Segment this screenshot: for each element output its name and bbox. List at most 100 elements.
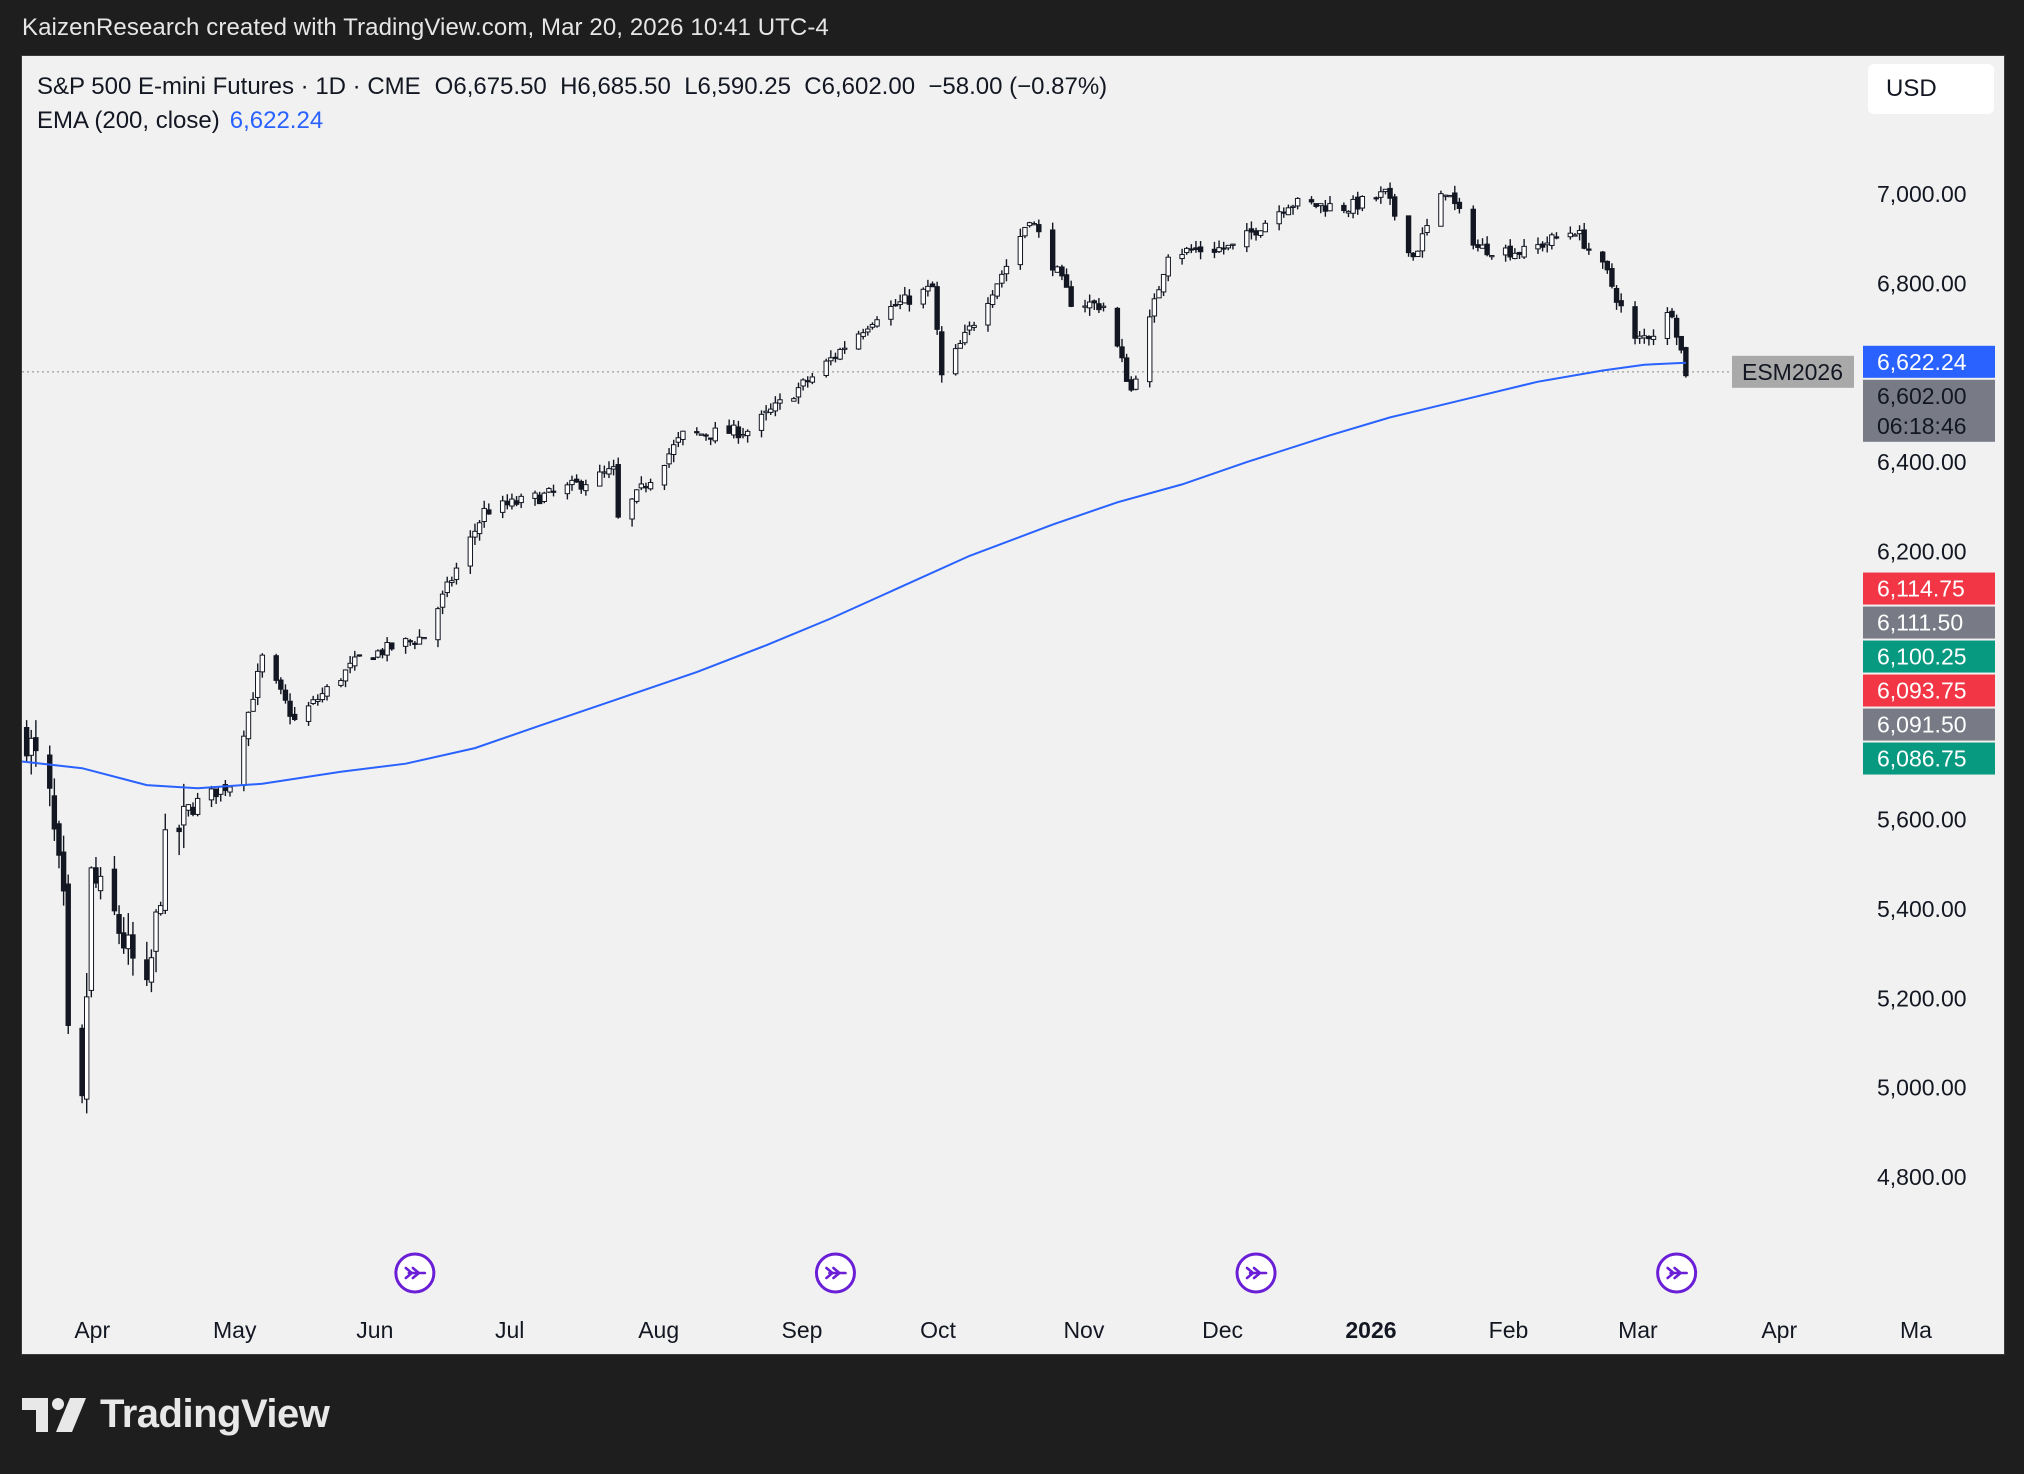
candle-up — [925, 285, 931, 292]
candle-up — [1479, 244, 1486, 249]
candle-up — [245, 711, 252, 740]
candle-up — [1567, 232, 1574, 238]
candle-up — [476, 522, 483, 535]
candle-down — [1373, 197, 1379, 200]
symbol-tag-label: ESM2026 — [1742, 359, 1843, 385]
price-label-text: 6,622.24 — [1877, 349, 1967, 375]
candle-down — [1405, 215, 1412, 254]
candle-down — [703, 434, 709, 437]
event-marker-icon[interactable] — [1235, 1252, 1277, 1294]
price-label-text: 6,100.25 — [1877, 644, 1967, 670]
candle-up — [1225, 244, 1232, 249]
candle-up — [1521, 245, 1527, 258]
x-axis-tick-label: May — [213, 1317, 257, 1343]
candle-up — [902, 294, 908, 304]
candle-down — [1281, 211, 1287, 214]
candle-down — [1604, 260, 1611, 271]
y-axis-tick-label: 7,000.00 — [1877, 181, 1967, 207]
candles — [23, 182, 1689, 1114]
symbol-title[interactable]: S&P 500 E-mini Futures · 1D · CME — [37, 73, 421, 100]
candle-down — [1599, 251, 1606, 263]
candle-down — [1322, 205, 1329, 212]
candle-up — [740, 433, 746, 437]
candle-up — [402, 638, 409, 647]
candle-up — [1549, 234, 1555, 246]
candle-down — [1123, 357, 1130, 382]
candle-down — [1581, 229, 1587, 249]
candle-up — [227, 786, 233, 793]
candle-down — [1059, 266, 1065, 277]
candle-down — [1197, 246, 1204, 253]
candle-down — [370, 657, 376, 661]
candle-down — [1673, 317, 1680, 338]
candle-down — [1248, 228, 1255, 233]
candle-up — [1419, 233, 1426, 252]
ema-legend[interactable]: EMA (200, close) 6,622.24 — [37, 107, 323, 135]
candle-up — [453, 567, 460, 580]
candle-up — [518, 495, 524, 504]
candle-up — [800, 379, 806, 387]
candle-down — [1484, 243, 1490, 256]
tradingview-logo[interactable]: TradingView — [22, 1392, 330, 1437]
candle-down — [213, 788, 219, 798]
candle-down — [726, 425, 732, 434]
candle-down — [79, 1027, 85, 1097]
candle-down — [832, 356, 839, 359]
y-axis-tick-label: 6,400.00 — [1877, 449, 1967, 475]
candle-up — [1442, 194, 1449, 197]
candle-up — [1378, 191, 1384, 198]
candle-down — [1220, 247, 1227, 250]
candle-down — [190, 806, 196, 815]
event-marker-icon[interactable] — [814, 1252, 856, 1294]
y-axis-tick-label: 6,200.00 — [1877, 538, 1967, 564]
candle-up — [324, 686, 330, 697]
candle-down — [65, 883, 71, 1026]
price-label-gray: 6,602.00 06:18:46 — [1863, 379, 1995, 442]
candle-up — [157, 905, 164, 915]
y-axis-tick-label: 5,000.00 — [1877, 1075, 1967, 1101]
candle-up — [305, 705, 312, 722]
candle-up — [315, 699, 321, 703]
x-axis-tick-label: Mar — [1618, 1317, 1658, 1343]
event-marker-icon[interactable] — [1656, 1252, 1698, 1294]
candle-down — [144, 959, 150, 981]
candle-up — [472, 530, 478, 538]
candle-up — [435, 608, 441, 641]
candle-up — [606, 468, 612, 475]
candle-up — [310, 699, 316, 705]
candle-up — [509, 498, 515, 507]
candle-up — [772, 402, 779, 412]
candle-down — [1313, 203, 1319, 207]
candle-down — [47, 754, 53, 789]
candle-down — [1507, 245, 1513, 258]
price-chart[interactable]: 7,000.00 6,800.00 6,400.00 6,200.00 5,600.00… — [22, 56, 2004, 1354]
price-label-text: 6,093.75 — [1877, 678, 1967, 704]
candle-down — [1669, 310, 1675, 318]
candle-up — [319, 693, 326, 701]
price-label-text: 6,111.50 — [1877, 610, 1963, 636]
candle-down — [929, 283, 936, 288]
candle-up — [583, 484, 589, 492]
candle-up — [837, 348, 843, 360]
chart-panel[interactable]: 7,000.00 6,800.00 6,400.00 6,200.00 5,600.00… — [21, 55, 2005, 1355]
candle-up — [1318, 203, 1324, 207]
y-axis-tick-label: 5,400.00 — [1877, 896, 1967, 922]
price-label-text: 6,091.50 — [1877, 712, 1967, 738]
candle-up — [647, 482, 654, 490]
x-axis-tick-label: Nov — [1063, 1317, 1104, 1343]
candle-down — [130, 934, 136, 959]
currency-button[interactable]: USD — [1868, 64, 1994, 114]
candle-up — [1327, 203, 1333, 212]
candle-up — [597, 471, 603, 487]
candle-up — [1082, 305, 1088, 308]
candle-down — [23, 727, 30, 757]
candle-up — [1244, 230, 1250, 248]
candle-up — [989, 294, 996, 306]
event-marker-icon[interactable] — [394, 1252, 436, 1294]
candle-up — [634, 489, 640, 502]
candle-up — [791, 398, 797, 402]
price-label-gray: 6,091.50 — [1863, 708, 1995, 741]
candle-up — [28, 737, 34, 756]
candle-down — [694, 431, 700, 434]
candle-up — [874, 319, 880, 327]
